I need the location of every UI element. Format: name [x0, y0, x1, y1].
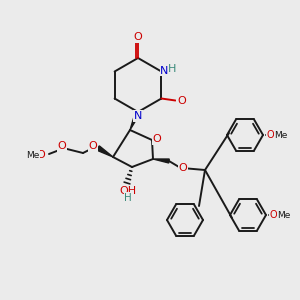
Text: Me: Me	[26, 151, 40, 160]
Text: H: H	[124, 193, 132, 203]
Text: O: O	[266, 130, 274, 140]
Text: O: O	[37, 150, 45, 160]
Text: O: O	[177, 95, 186, 106]
Text: N: N	[160, 65, 169, 76]
Text: O: O	[88, 141, 98, 151]
Polygon shape	[130, 111, 140, 130]
Text: N: N	[134, 111, 142, 121]
Text: Me: Me	[274, 130, 288, 140]
Polygon shape	[97, 146, 113, 157]
Text: H: H	[168, 64, 177, 74]
Text: O: O	[153, 134, 161, 144]
Polygon shape	[153, 159, 169, 163]
Text: O: O	[134, 32, 142, 42]
Text: Me: Me	[277, 211, 291, 220]
Text: OH: OH	[119, 186, 136, 196]
Text: O: O	[178, 163, 188, 173]
Text: O: O	[269, 210, 277, 220]
Text: O: O	[58, 141, 66, 151]
